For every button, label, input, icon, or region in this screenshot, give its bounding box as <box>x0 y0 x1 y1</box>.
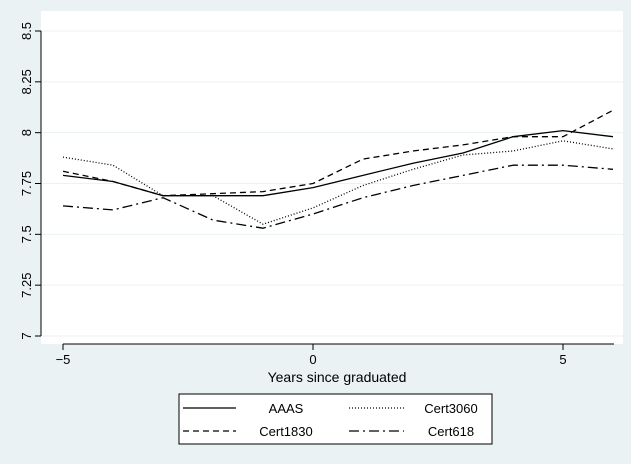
legend-label: Cert618 <box>428 424 474 439</box>
legend-label: AAAS <box>269 401 304 416</box>
series-line-cert3060 <box>62 140 614 225</box>
series-line-cert618 <box>62 164 614 229</box>
x-axis-title: Years since graduated <box>268 369 407 385</box>
y-axis-ticks: 7 7.25 7.5 7.75 8 8.25 8.5 <box>19 22 41 340</box>
y-tick-label: 7.75 <box>19 171 34 196</box>
legend-item-cert3060: Cert3060 <box>349 401 478 416</box>
legend: AAAS Cert3060 Cert1830 Cert618 <box>178 393 493 445</box>
series-lines <box>62 109 614 229</box>
legend-item-cert1830: Cert1830 <box>183 424 313 439</box>
plot-area <box>41 11 623 344</box>
y-tick-label: 8 <box>19 129 34 136</box>
series-line-cert1830 <box>62 109 614 197</box>
legend-label: Cert3060 <box>424 401 477 416</box>
y-tick-label: 8.25 <box>19 69 34 94</box>
x-tick-label: 5 <box>559 352 566 367</box>
y-tick-label: 8.5 <box>19 22 34 40</box>
x-tick-label: 0 <box>309 352 316 367</box>
gridlines <box>41 30 623 337</box>
y-tick-label: 7.5 <box>19 225 34 243</box>
legend-box <box>178 393 493 445</box>
x-tick-label: −5 <box>56 352 71 367</box>
y-tick-label: 7.25 <box>19 273 34 298</box>
legend-item-cert618: Cert618 <box>349 424 474 439</box>
x-axis-ticks: −5 0 5 <box>56 344 567 367</box>
y-tick-label: 7 <box>19 332 34 339</box>
legend-item-aaas: AAAS <box>183 401 304 416</box>
legend-label: Cert1830 <box>259 424 312 439</box>
